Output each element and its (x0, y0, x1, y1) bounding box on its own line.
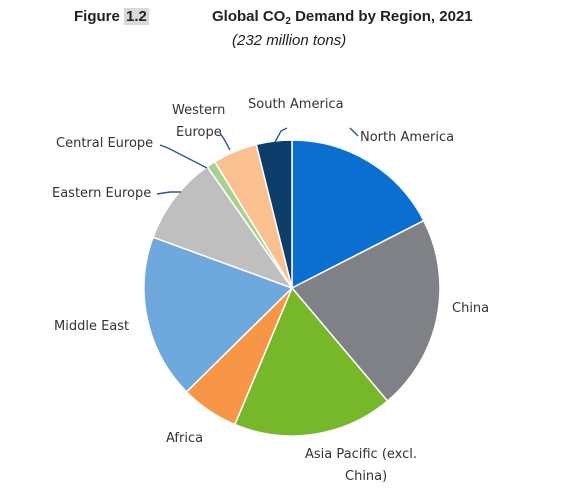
leader-line (349, 127, 359, 137)
slice-label: Eastern Europe (52, 186, 151, 201)
pie-slice-china (290, 219, 441, 403)
chart-title: Global CO2 Demand by Region, 2021 (212, 8, 473, 27)
slice-label: China (452, 301, 489, 316)
slice-label: Central Europe (56, 136, 153, 151)
slice-label: Western Europe (172, 103, 225, 140)
slice-label: North America (360, 130, 454, 145)
pie-slice-north-america (291, 139, 425, 290)
slice-label: South America (248, 97, 344, 112)
figure-label: Figure 1.2 (74, 8, 149, 25)
title-subscript: 2 (285, 16, 291, 27)
pie-slice-middle-east (143, 236, 294, 393)
title-main: Global CO (212, 8, 286, 25)
figure-prefix: Figure (74, 8, 125, 25)
title-rest: Demand by Region, 2021 (290, 8, 473, 25)
pie-slice-asia-pacific-excl-china (233, 286, 389, 437)
pie-slice-south-america (255, 139, 293, 289)
leader-line (159, 144, 208, 169)
figure-number: 1.2 (124, 8, 149, 25)
slice-label: Africa (166, 431, 203, 446)
slice-label: Asia Pacific (excl. China) (305, 447, 417, 484)
slice-label: Middle East (54, 319, 129, 334)
chart-header: Figure 1.2 Global CO2 Demand by Region, … (0, 8, 561, 58)
leader-line (274, 127, 288, 143)
leader-line (156, 191, 181, 195)
chart-subtitle: (232 million tons) (232, 32, 347, 49)
leader-line (219, 132, 231, 151)
